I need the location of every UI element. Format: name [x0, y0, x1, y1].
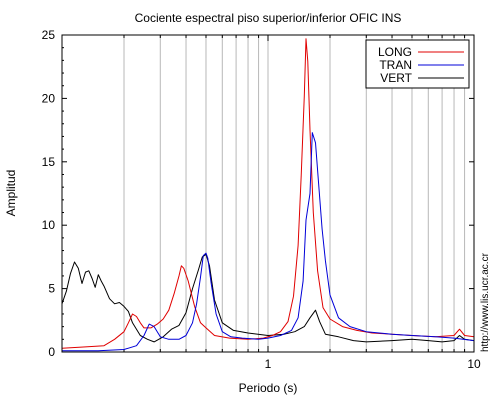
y-tick-label: 15: [42, 155, 56, 169]
y-tick-label: 20: [42, 91, 56, 105]
y-tick-label: 0: [48, 345, 55, 359]
x-axis-title: Periodo (s): [239, 381, 298, 395]
plot-frame: [61, 34, 475, 353]
legend-label-long: LONG: [378, 45, 412, 59]
y-tick-label: 5: [48, 282, 55, 296]
series-line-tran: [62, 132, 475, 352]
chart-title: Cociente espectral piso superior/inferio…: [135, 11, 402, 25]
legend-label-vert: VERT: [380, 71, 412, 85]
series-line-vert: [61, 253, 475, 343]
y-axis-title: Amplitud: [4, 170, 18, 217]
x-tick-label: 10: [467, 357, 481, 371]
y-tick-label: 25: [42, 28, 56, 42]
series-lines: [61, 38, 475, 352]
website-url-text: http://www.lis.ucr.ac.cr: [480, 252, 491, 352]
y-tick-label: 10: [42, 218, 56, 232]
x-tick-label: 1: [265, 357, 272, 371]
legend-label-tran: TRAN: [379, 58, 412, 72]
legend-box: [365, 39, 470, 89]
